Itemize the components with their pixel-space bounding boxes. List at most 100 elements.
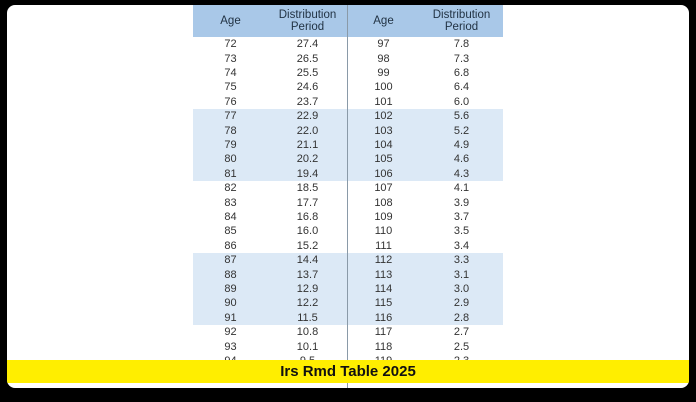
table-cell: 81 xyxy=(224,167,237,180)
table-row: 74 25.5 99 6.8 xyxy=(193,66,503,80)
table-cell: 100 xyxy=(374,81,393,94)
table-cell: 85 xyxy=(224,225,237,238)
table-cell: 2.9 xyxy=(453,297,470,310)
table-row: 88 13.7 113 3.1 xyxy=(193,267,503,282)
table-row: 93 10.1 118 2.5 xyxy=(193,339,503,353)
table-cell: 87 xyxy=(224,254,237,267)
table-row: 86 15.2 111 3.4 xyxy=(193,239,503,253)
header-cell: Distribution Period xyxy=(278,9,337,33)
table-row: 78 22.0 103 5.2 xyxy=(193,123,503,138)
table-row: 85 16.0 110 3.5 xyxy=(193,224,503,238)
table-cell: 6.8 xyxy=(453,66,470,79)
table-cell: 6.0 xyxy=(453,95,470,108)
table-cell: 101 xyxy=(374,95,393,108)
table-cell: 16.8 xyxy=(296,210,319,223)
table-cell: 3.7 xyxy=(453,210,470,223)
table-cell: 112 xyxy=(374,254,393,267)
table-cell: 7.8 xyxy=(453,38,470,51)
table-cell: 3.5 xyxy=(453,225,470,238)
table-cell: 26.5 xyxy=(296,52,319,65)
table-cell: 79 xyxy=(224,138,237,151)
table-cell: 77 xyxy=(224,110,237,123)
table-cell: 110 xyxy=(374,225,393,238)
table-cell: 86 xyxy=(224,239,237,252)
table-cell: 107 xyxy=(374,182,393,195)
table-cell: 6.4 xyxy=(453,81,470,94)
header-cell: Age xyxy=(220,15,241,27)
table-cell: 108 xyxy=(374,196,393,209)
table-cell: 114 xyxy=(374,282,393,295)
frame: Age Distribution Period Age Distribution Pe… xyxy=(7,5,689,388)
table-row: 79 21.1 104 4.9 xyxy=(193,137,503,153)
table-cell: 5.6 xyxy=(453,110,470,123)
table-cell: 15.2 xyxy=(296,239,319,252)
table-cell: 16.0 xyxy=(296,225,319,238)
table-row: 92 10.8 117 2.7 xyxy=(193,325,503,339)
table-cell: 10.1 xyxy=(296,340,319,353)
table-cell: 106 xyxy=(374,167,393,180)
table-cell: 4.6 xyxy=(453,153,470,166)
table-cell: 27.4 xyxy=(296,38,319,51)
banner-title: Irs Rmd Table 2025 xyxy=(7,360,689,383)
table-row: 77 22.9 102 5.6 xyxy=(193,109,503,124)
table-cell: 102 xyxy=(374,110,393,123)
table-cell: 21.1 xyxy=(296,138,319,151)
table-cell: 93 xyxy=(224,340,237,353)
table-cell: 92 xyxy=(224,326,237,339)
table-cell: 2.7 xyxy=(453,326,470,339)
table-row: 83 17.7 108 3.9 xyxy=(193,195,503,209)
table-row: 87 14.4 112 3.3 xyxy=(193,253,503,268)
table-cell: 80 xyxy=(224,153,237,166)
table-cell: 105 xyxy=(374,153,393,166)
table-row: 75 24.6 100 6.4 xyxy=(193,80,503,94)
table-cell: 12.2 xyxy=(296,297,319,310)
table-cell: 3.4 xyxy=(453,239,470,252)
table-cell: 4.1 xyxy=(453,182,470,195)
table-cell: 3.3 xyxy=(453,254,470,267)
table-row: 84 16.8 109 3.7 xyxy=(193,210,503,224)
table-cell: 78 xyxy=(224,124,237,137)
table-row: 82 18.5 107 4.1 xyxy=(193,181,503,195)
table-cell: 22.0 xyxy=(296,124,319,137)
table-cell: 13.7 xyxy=(296,268,319,281)
table-cell: 82 xyxy=(224,182,237,195)
table-row: 89 12.9 114 3.0 xyxy=(193,281,503,297)
table-cell: 18.5 xyxy=(296,182,319,195)
header-cell: Age xyxy=(373,15,394,27)
table-cell: 24.6 xyxy=(296,81,319,94)
table-cell: 3.0 xyxy=(453,282,470,295)
table-cell: 12.9 xyxy=(296,282,319,295)
table-cell: 104 xyxy=(374,138,393,151)
table-cell: 2.5 xyxy=(453,340,470,353)
table-cell: 23.7 xyxy=(296,95,319,108)
table-row: 91 11.5 116 2.8 xyxy=(193,310,503,325)
table-cell: 3.1 xyxy=(453,268,470,281)
table-cell: 17.7 xyxy=(296,196,319,209)
table-cell: 73 xyxy=(224,52,237,65)
table-cell: 14.4 xyxy=(296,254,319,267)
table-cell: 109 xyxy=(374,210,393,223)
table-cell: 22.9 xyxy=(296,110,319,123)
table-cell: 5.2 xyxy=(453,124,470,137)
table-cell: 11.5 xyxy=(297,311,318,324)
table-cell: 98 xyxy=(377,52,390,65)
table-cell: 74 xyxy=(224,66,237,79)
table-cell: 115 xyxy=(374,297,393,310)
table-cell: 116 xyxy=(374,311,393,324)
table-cell: 99 xyxy=(377,66,390,79)
table-row: 90 12.2 115 2.9 xyxy=(193,296,503,311)
table-cell: 90 xyxy=(224,297,237,310)
table-row: 72 27.4 97 7.8 xyxy=(193,37,503,51)
table-row: 73 26.5 98 7.3 xyxy=(193,51,503,65)
header-row: Age Distribution Period Age Distribution Pe… xyxy=(193,5,503,37)
table-cell: 118 xyxy=(374,340,393,353)
table-cell: 83 xyxy=(224,196,237,209)
table-cell: 91 xyxy=(224,311,237,324)
table-cell: 7.3 xyxy=(453,52,470,65)
table-cell: 97 xyxy=(377,38,390,51)
table-cell: 84 xyxy=(224,210,237,223)
table-row: 76 23.7 101 6.0 xyxy=(193,95,503,109)
table-cell: 89 xyxy=(224,282,237,295)
table-cell: 20.2 xyxy=(296,153,319,166)
